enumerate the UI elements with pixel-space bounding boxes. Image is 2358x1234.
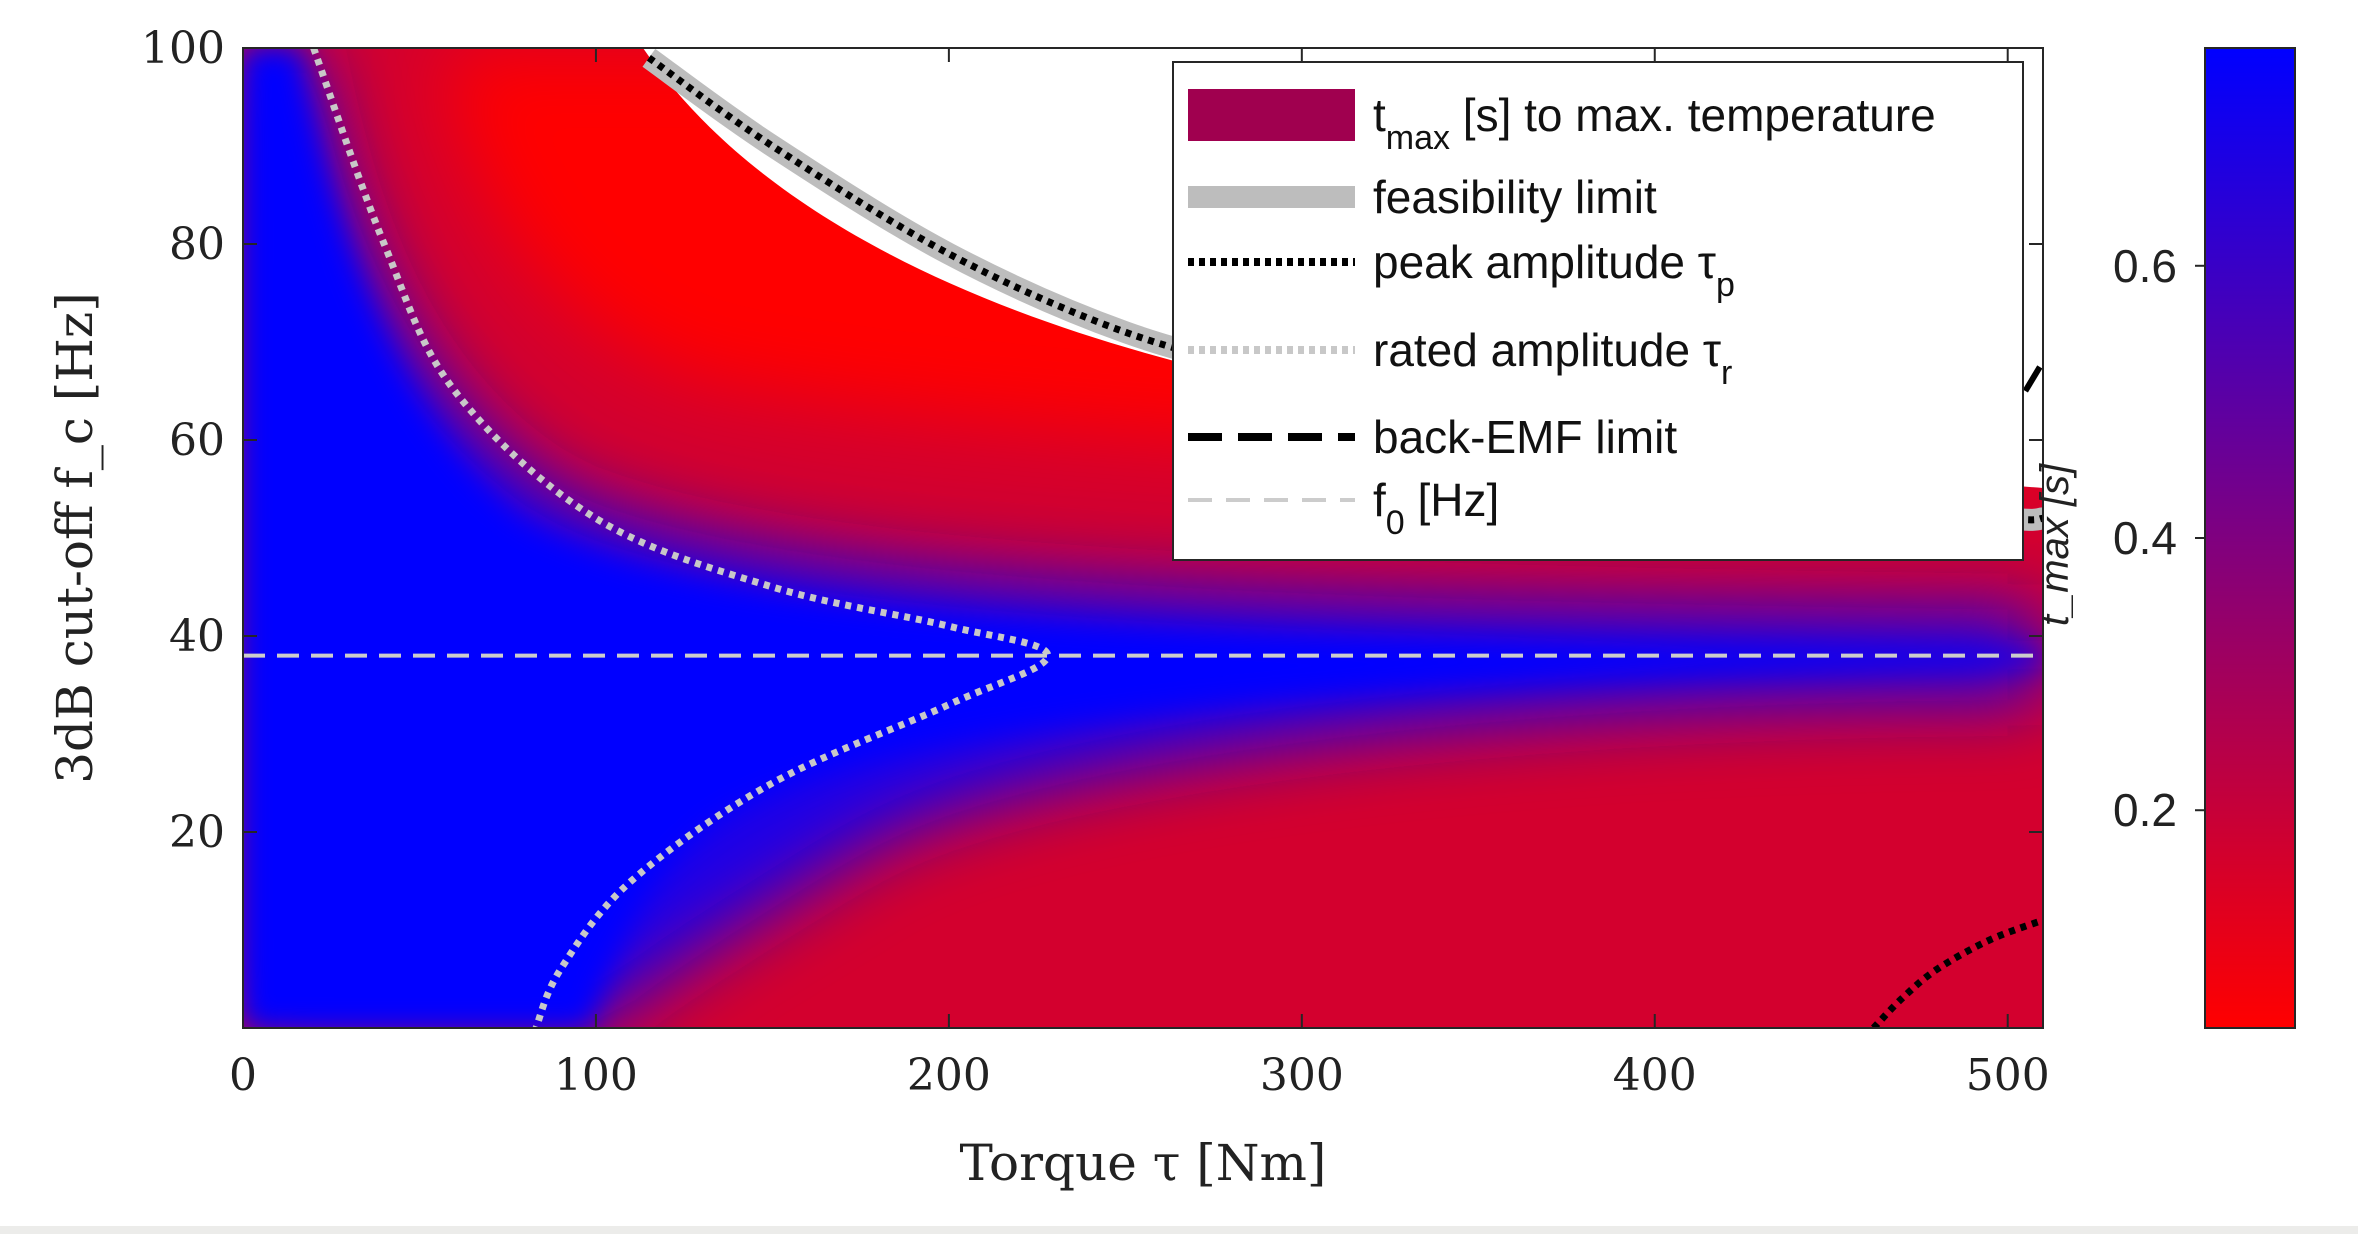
legend-box xyxy=(1172,61,2024,561)
colorbar-tick-label: 0.2 xyxy=(2113,784,2177,836)
legend: tmax [s] to max. temperature feasibility … xyxy=(1172,61,2024,561)
y-axis-label: 3dB cut-off f_c [Hz] xyxy=(46,292,104,784)
y-tick-label: 80 xyxy=(169,219,225,270)
legend-label: f0 [Hz] xyxy=(1373,474,1499,542)
colorbar-tick-label: 0.6 xyxy=(2113,240,2177,292)
legend-item-rated: rated amplitude τr xyxy=(1188,324,1732,392)
x-tick-label: 0 xyxy=(229,1050,257,1101)
legend-label: back-EMF limit xyxy=(1373,411,1677,463)
peak-amplitude-line xyxy=(1871,916,2043,1028)
legend-item-f0: f0 [Hz] xyxy=(1188,474,1499,542)
x-axis: 0 100 200 300 400 500 xyxy=(229,48,2050,1101)
colorbar-ticks: 0.2 0.4 0.6 xyxy=(2113,240,2205,836)
y-tick-label: 60 xyxy=(169,415,225,466)
x-tick-label: 400 xyxy=(1613,1050,1697,1101)
legend-label: peak amplitude τp xyxy=(1373,236,1735,304)
y-tick-label: 100 xyxy=(141,23,225,74)
y-axis: 20 40 60 80 100 xyxy=(141,23,2043,858)
legend-item-peak: peak amplitude τp xyxy=(1188,236,1735,304)
legend-label: tmax [s] to max. temperature xyxy=(1373,89,1936,157)
feasibility-peak-dotted-line xyxy=(646,54,2043,524)
back-emf-limit-line xyxy=(2022,360,2043,393)
bottom-divider xyxy=(0,1226,2358,1234)
colorbar-tick-label: 0.4 xyxy=(2113,512,2177,564)
legend-item-backemf: back-EMF limit xyxy=(1188,411,1677,463)
colorbar xyxy=(2204,47,2296,1029)
legend-label: rated amplitude τr xyxy=(1373,324,1732,392)
legend-swatch xyxy=(1188,89,1355,141)
x-axis-label: Torque τ [Nm] xyxy=(960,1134,1327,1192)
heatmap-blue-band xyxy=(243,48,2043,1028)
x-tick-label: 500 xyxy=(1966,1050,2050,1101)
x-tick-label: 100 xyxy=(554,1050,638,1101)
colorbar-label: t_max [s] xyxy=(2033,463,2077,626)
legend-item-feasibility: feasibility limit xyxy=(1188,171,1657,223)
x-tick-label: 300 xyxy=(1260,1050,1344,1101)
plot-frame xyxy=(242,47,2044,1029)
y-tick-label: 20 xyxy=(169,807,225,858)
y-tick-label: 40 xyxy=(169,611,225,662)
x-tick-label: 200 xyxy=(907,1050,991,1101)
legend-label: feasibility limit xyxy=(1373,171,1657,223)
legend-item-tmax: tmax [s] to max. temperature xyxy=(1188,89,1936,157)
